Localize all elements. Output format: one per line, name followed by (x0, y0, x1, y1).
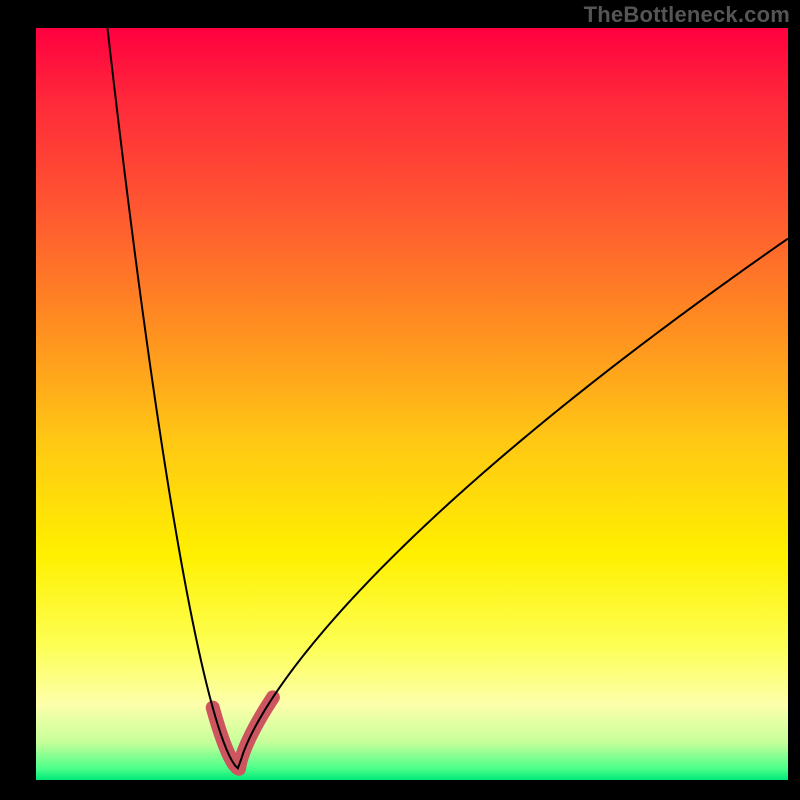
watermark-text: TheBottleneck.com (584, 2, 790, 28)
chart-background (36, 28, 788, 780)
chart-svg (36, 28, 788, 780)
bottleneck-chart (36, 28, 788, 780)
